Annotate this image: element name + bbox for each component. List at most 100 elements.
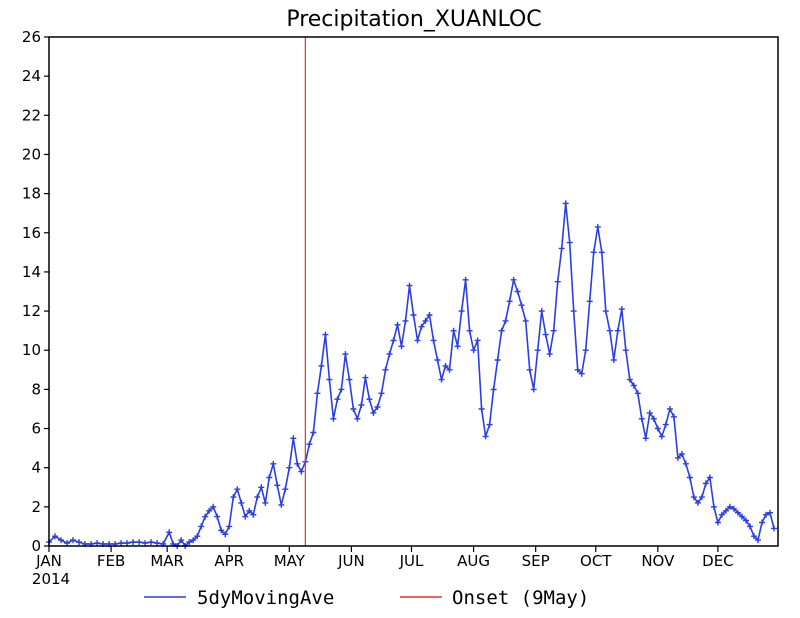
data-point-marker [358, 402, 365, 408]
data-point-marker [747, 523, 753, 530]
data-point-marker [478, 406, 485, 412]
data-point-marker [374, 404, 381, 410]
x-axis: JAN FEB MAR APR MAY JUN JUL AUG SEP OCT NOV DEC [35, 546, 734, 570]
data-point-marker [70, 537, 76, 544]
data-point-marker [739, 513, 745, 520]
data-point-marker [710, 503, 717, 510]
plot-frame [48, 36, 779, 547]
data-point-marker [570, 308, 577, 315]
data-point-marker [642, 435, 649, 442]
data-point-marker [166, 529, 173, 536]
y-tick-label: 16 [22, 224, 41, 242]
data-point-marker [142, 540, 149, 547]
data-point-marker [330, 415, 337, 422]
data-point-marker [650, 415, 657, 422]
data-point-marker [514, 288, 521, 295]
x-tick-label: AUG [457, 552, 490, 570]
data-point-marker [346, 376, 353, 383]
data-point-marker [222, 531, 229, 538]
data-point-marker [322, 331, 329, 338]
chart-title: Precipitation_XUANLOC [286, 7, 541, 32]
data-point-marker [270, 460, 277, 467]
data-point-marker [394, 321, 401, 328]
data-point-marker [238, 499, 245, 506]
data-point-marker [734, 509, 741, 516]
x-tick-label: JAN [35, 552, 62, 570]
data-point-marker [402, 317, 409, 324]
data-point-marker [382, 366, 389, 373]
data-point-marker [706, 474, 713, 481]
y-tick-label: 0 [31, 537, 41, 555]
data-point-marker [767, 509, 773, 516]
legend-label-5dymovingave: 5dyMovingAve [197, 587, 334, 609]
x-tick-label: APR [214, 552, 244, 570]
data-point-marker [154, 540, 161, 547]
data-point-marker [76, 539, 82, 546]
data-point-marker [586, 298, 593, 305]
data-point-marker [646, 409, 653, 416]
data-point-marker [666, 406, 673, 412]
data-point-marker [622, 347, 629, 354]
data-point-marker [654, 425, 661, 432]
data-point-marker [658, 433, 665, 440]
x-tick-label: JUL [399, 552, 424, 570]
data-point-marker [290, 435, 297, 442]
data-point-marker [759, 519, 765, 526]
data-point-marker [598, 249, 605, 256]
data-point-marker [558, 245, 565, 252]
data-point-marker [582, 347, 589, 354]
data-point-marker [726, 503, 733, 510]
data-point-marker [390, 337, 397, 344]
data-point-marker [354, 415, 361, 422]
data-point-marker [530, 386, 537, 393]
y-tick-label: 20 [22, 145, 41, 163]
data-point-marker [198, 523, 205, 530]
x-tick-label: MAY [274, 552, 306, 570]
data-point-marker [771, 525, 777, 532]
data-point-marker [474, 337, 481, 344]
data-point-marker [438, 376, 445, 383]
data-point-marker [186, 539, 193, 546]
data-point-marker [522, 317, 529, 324]
data-point-marker [498, 327, 505, 334]
data-point-marker [306, 441, 313, 448]
data-point-marker [466, 327, 473, 334]
x-tick-label: NOV [641, 552, 675, 570]
data-point-marker [426, 312, 433, 318]
data-point-marker [678, 451, 685, 457]
x-tick-label: DEC [702, 552, 734, 570]
data-point-marker [662, 421, 669, 428]
data-point-marker [422, 317, 429, 324]
x-year-label: 2014 [32, 570, 70, 588]
data-point-marker [124, 540, 131, 547]
data-point-marker [450, 327, 457, 334]
data-point-marker [702, 480, 709, 487]
data-point-marker [682, 460, 689, 467]
x-tick-label: MAR [150, 552, 184, 570]
data-point-marker [594, 223, 601, 230]
data-point-marker [454, 343, 461, 350]
data-point-marker [310, 429, 317, 436]
y-tick-label: 18 [22, 185, 41, 203]
data-point-marker [458, 308, 465, 315]
data-point-marker [743, 517, 749, 524]
data-point-marker [178, 537, 185, 544]
data-point-marker [206, 507, 213, 514]
data-point-marker [502, 317, 509, 324]
y-tick-label: 2 [31, 498, 41, 516]
data-point-marker [751, 533, 757, 540]
data-point-marker [566, 239, 573, 246]
data-point-marker [218, 527, 225, 534]
y-tick-label: 12 [22, 302, 41, 320]
data-point-marker [614, 327, 621, 334]
data-point-marker [258, 484, 265, 491]
data-point-marker [674, 454, 681, 461]
data-point-marker [626, 376, 633, 383]
data-point-marker [58, 537, 64, 544]
data-point-marker [342, 351, 349, 358]
data-point-marker [246, 507, 253, 514]
data-point-marker [136, 539, 143, 546]
data-point-marker [446, 366, 453, 373]
data-point-marker [630, 382, 637, 389]
data-point-marker [234, 486, 241, 493]
